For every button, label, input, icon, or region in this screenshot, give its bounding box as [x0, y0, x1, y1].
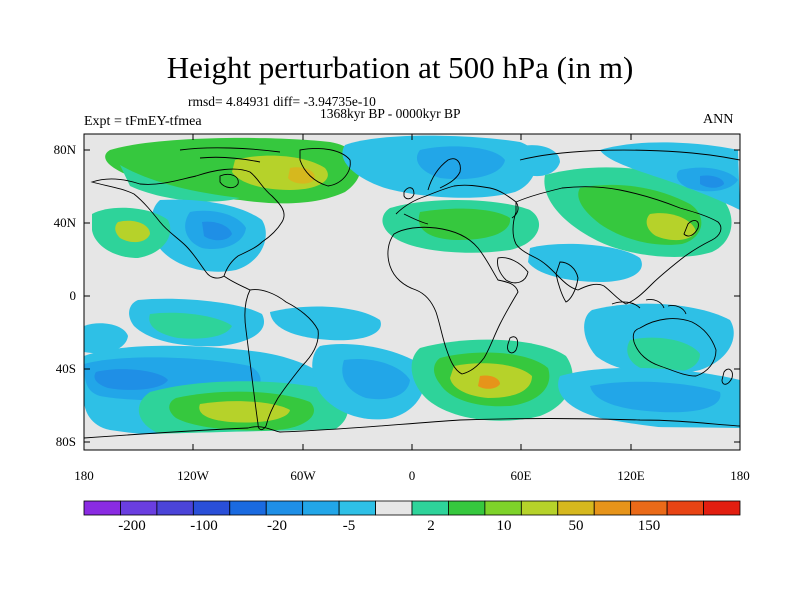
colorbar-label-1: -200: [118, 518, 146, 534]
colorbar-label-5: 2: [427, 518, 435, 534]
colorbar: [83, 500, 741, 516]
colorbar-box-14: [557, 500, 595, 516]
colorbar-box-13: [520, 500, 559, 516]
coastline-hudson-bay: [219, 173, 239, 189]
contour-negative-southern-ocean-west-peak: [94, 369, 168, 390]
coastline-arabia: [497, 257, 529, 284]
coastline-new-zealand: [721, 368, 733, 385]
plot-title: Height perturbation at 500 hPa (in m): [166, 50, 634, 85]
contour-positive-australia: [627, 337, 700, 374]
contour-negative-siberia-peak: [700, 175, 724, 188]
colorbar-box-2: [120, 500, 158, 516]
coastline-arctic-islands: [179, 147, 281, 163]
colorbar-box-11: [448, 500, 486, 516]
coastline-scandinavia: [427, 158, 461, 191]
coastline-indonesia: [611, 299, 687, 315]
coastline-madagascar: [507, 336, 519, 354]
lon-label-60w: 60W: [290, 468, 316, 483]
coastline-asia: [512, 186, 722, 305]
coastline-japan: [683, 220, 699, 237]
contour-negative-west-pacific: [84, 323, 128, 354]
lon-label-120e: 120E: [617, 468, 645, 483]
contour-field: [84, 134, 740, 450]
lat-label-40n: 40N: [53, 215, 76, 230]
lat-label-80s: 80S: [55, 434, 76, 449]
coastline-antarctica: [84, 418, 740, 439]
coastline-india: [555, 261, 579, 303]
lon-label-180e: 180: [730, 468, 750, 483]
colorbar-label-3: -20: [267, 518, 287, 534]
colorbar-label-7: 50: [568, 518, 584, 534]
lat-label-80n: 80N: [53, 142, 76, 157]
lat-label-40s: 40S: [55, 361, 76, 376]
colorbar-box-18: [703, 500, 741, 516]
colorbar-box-8: [338, 500, 376, 516]
colorbar-box-1: [83, 500, 121, 516]
coastline-greenland: [299, 148, 351, 187]
coastline-siberia-north: [519, 149, 740, 161]
colorbar-box-3: [156, 500, 194, 516]
lat-label-0: 0: [69, 288, 77, 303]
lon-label-60e: 60E: [510, 468, 532, 483]
contour-positive-europe-core: [418, 208, 511, 240]
period-label: 1368kyr BP - 0000kyr BP: [320, 106, 461, 121]
colorbar-label-4: -5: [342, 518, 356, 534]
contour-positive-south-indian-peak: [478, 375, 500, 389]
coastline-british-isles: [403, 187, 415, 200]
contour-teal-canada-south: [120, 165, 240, 202]
stats-label: rmsd= 4.84931 diff= -3.94735e-10: [188, 94, 376, 109]
coastline-australia: [632, 318, 717, 377]
colorbar-box-17: [666, 500, 704, 516]
colorbar-box-16: [630, 500, 668, 516]
colorbar-box-15: [593, 500, 632, 516]
contour-positive-south-america-peak: [199, 401, 290, 423]
coastline-south-america: [244, 289, 319, 431]
contour-negative-north-america-center: [202, 221, 232, 241]
contour-positive-south-pacific-east: [149, 312, 232, 339]
colorbar-box-9: [375, 500, 413, 516]
lon-label-180w: 180: [74, 468, 94, 483]
coastlines: [84, 147, 740, 439]
axis-ticks: [83, 134, 741, 450]
colorbar-box-4: [192, 500, 231, 516]
colorbar-box-5: [229, 500, 267, 516]
contour-neutral-antarctic: [84, 426, 740, 450]
contour-negative-southern-ocean-east-core: [590, 381, 721, 413]
contour-negative-north-atlantic-core: [416, 146, 505, 180]
coastline-europe: [395, 184, 519, 225]
contour-negative-tropical-atlantic: [270, 306, 381, 341]
lon-label-120w: 120W: [177, 468, 209, 483]
contour-positive-north-pacific-core: [115, 220, 150, 243]
contour-negative-south-atlantic-core: [342, 358, 410, 400]
colorbar-box-12: [484, 500, 522, 516]
colorbar-label-6: 10: [496, 518, 512, 534]
contour-negative-siberia: [600, 142, 740, 210]
colorbar-label-8: 150: [637, 518, 661, 534]
coastline-africa: [387, 226, 519, 375]
colorbar-box-10: [411, 500, 449, 516]
coastline-central-america: [223, 275, 251, 291]
contour-positive-canada-peak: [288, 167, 315, 184]
season-label: ANN: [703, 112, 734, 127]
colorbar-box-6: [265, 500, 304, 516]
contour-positive-japan-peak: [646, 213, 696, 241]
experiment-label: Expt = tFmEY-tfmea: [84, 114, 202, 129]
colorbar-box-7: [302, 500, 340, 516]
colorbar-label-2: -100: [190, 518, 218, 534]
contour-negative-asia-north: [505, 145, 560, 177]
coastline-north-america: [90, 168, 285, 279]
lon-label-0: 0: [408, 468, 416, 483]
